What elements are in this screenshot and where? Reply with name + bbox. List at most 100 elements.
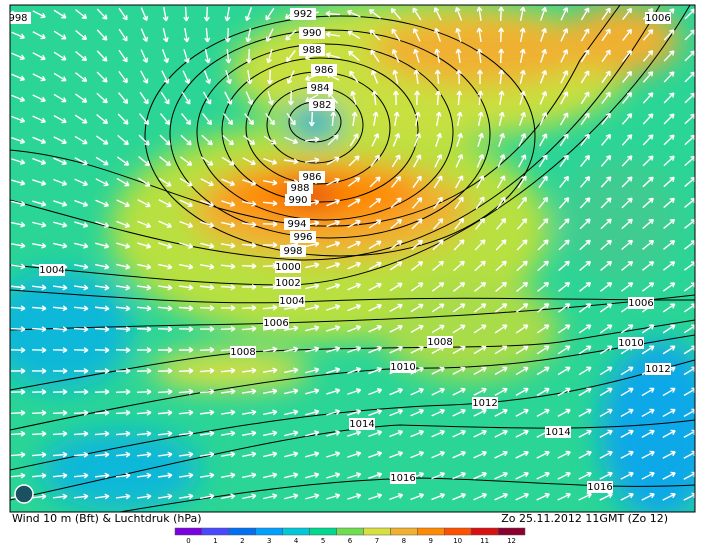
wind-arrow (498, 69, 505, 85)
wind-arrow (580, 154, 591, 167)
wind-arrow (137, 199, 151, 208)
wind-arrow (431, 492, 446, 501)
wind-arrow (136, 388, 152, 395)
wind-arrow (473, 366, 487, 376)
wind-arrow (157, 305, 173, 312)
wind-arrow (32, 94, 46, 103)
wind-arrow (599, 492, 613, 501)
wind-arrow (52, 284, 68, 291)
wind-arrow (284, 430, 299, 437)
wind-arrow (347, 198, 361, 208)
wind-arrow (453, 260, 465, 272)
isobar-label-bg (309, 99, 335, 111)
wind-arrow (181, 113, 192, 126)
scale-swatch (201, 527, 230, 536)
wind-arrow (515, 471, 529, 480)
wind-arrow (391, 49, 400, 63)
wind-arrow (580, 133, 590, 147)
wind-arrow (368, 240, 382, 250)
wind-arrow (473, 492, 488, 501)
wind-arrow (368, 219, 382, 229)
wind-arrow (494, 303, 508, 313)
wind-arrow (53, 200, 68, 207)
wind-arrow (393, 111, 400, 127)
isobar-label-bg (628, 297, 654, 309)
wind-arrow (495, 239, 507, 251)
wind-arrow (115, 451, 131, 458)
wind-arrow (52, 493, 68, 500)
scale-swatch (309, 527, 337, 536)
wind-arrow (519, 48, 526, 63)
isobar-label: 1008 (230, 347, 255, 358)
wind-arrow (32, 221, 47, 228)
wind-arrow (11, 52, 26, 61)
wind-arrow (179, 177, 193, 187)
wind-arrow (179, 220, 194, 229)
wind-arrow (201, 134, 213, 146)
wind-arrow (663, 239, 676, 250)
wind-arrow (473, 429, 487, 438)
wind-arrow (136, 430, 152, 437)
isobar (10, 5, 691, 286)
wind-arrow (495, 281, 508, 292)
wind-arrow (117, 134, 129, 146)
wind-arrow (455, 27, 462, 42)
wind-arrow (642, 261, 655, 271)
wind-arrow (53, 30, 67, 40)
wind-arrow (620, 366, 634, 376)
wind-arrow (220, 409, 236, 416)
scale-label: 7 (375, 537, 379, 545)
wind-arrow (370, 69, 379, 84)
wind-arrow (622, 70, 633, 83)
wind-arrow (326, 430, 341, 437)
wind-arrow (518, 133, 527, 147)
wind-arrow (536, 324, 550, 334)
wind-arrow (73, 305, 89, 312)
wind-arrow (73, 326, 89, 333)
wind-arrow (454, 217, 465, 230)
wind-arrow (158, 177, 172, 187)
wind-arrow (495, 260, 507, 272)
wind-arrow (94, 493, 110, 500)
wind-arrow (368, 409, 383, 417)
wind-arrow (557, 345, 571, 355)
wind-arrow (347, 409, 362, 416)
wind-arrow (284, 409, 299, 416)
wind-arrow (557, 408, 571, 417)
wind-arrow (73, 493, 89, 500)
wind-arrow (453, 282, 466, 292)
wind-arrow (96, 8, 108, 20)
wind-arrow (265, 7, 275, 21)
wind-arrow (53, 242, 68, 249)
wind-arrow (683, 492, 695, 501)
wind-arrow (31, 305, 47, 312)
wind-arrow (494, 387, 508, 396)
wind-arrow (579, 260, 592, 272)
wind-arrow (641, 345, 655, 355)
wind-arrow (537, 239, 549, 251)
wind-arrow (136, 409, 152, 416)
wind-arrow (241, 388, 257, 395)
wind-arrow (370, 154, 380, 167)
wind-arrow (536, 345, 550, 355)
wind-arrow (496, 175, 506, 189)
wind-arrow (519, 27, 526, 43)
wind-arrow (599, 387, 613, 397)
isobar-label: 990 (302, 28, 321, 39)
wind-arrow (390, 197, 402, 209)
wind-arrow (242, 179, 257, 186)
wind-arrow (73, 430, 89, 437)
wind-arrow (305, 451, 320, 458)
wind-arrow (94, 472, 110, 479)
wind-arrow (157, 472, 173, 479)
scale-label: 12 (507, 537, 516, 545)
wind-arrow (11, 221, 26, 228)
wind-arrow (75, 30, 88, 41)
wind-arrow (600, 260, 613, 271)
wind-arrow (642, 239, 655, 250)
wind-arrow (263, 472, 278, 479)
scale-label: 4 (294, 537, 299, 545)
wind-arrow (32, 52, 46, 61)
wind-arrow (494, 366, 508, 376)
wind-arrow (53, 178, 68, 186)
